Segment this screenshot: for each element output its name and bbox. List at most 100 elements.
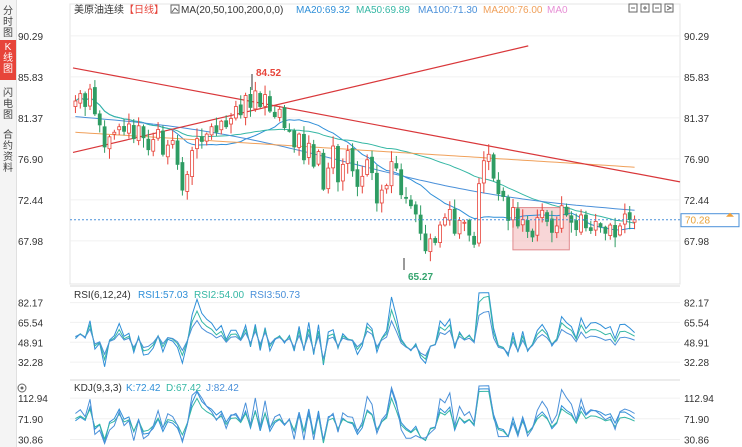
rsi-tick-left-1: 65.54 bbox=[18, 318, 43, 329]
main-tick-right-2: 81.37 bbox=[684, 114, 709, 125]
candle-body bbox=[506, 197, 511, 221]
candle-body bbox=[253, 90, 258, 110]
main-tick-left-0: 90.29 bbox=[18, 32, 43, 43]
candle-body bbox=[379, 189, 384, 204]
candle-body bbox=[535, 217, 540, 236]
rsi2-value: RSI2:54.00 bbox=[194, 290, 244, 301]
candle-body bbox=[180, 162, 185, 191]
tab-flash[interactable]: 闪电图 bbox=[3, 88, 13, 121]
candle-body bbox=[117, 126, 122, 131]
candle-body bbox=[83, 93, 88, 107]
candle-body bbox=[462, 221, 467, 224]
candle-body bbox=[409, 199, 413, 207]
candle-body bbox=[438, 224, 442, 243]
candle-body bbox=[146, 138, 151, 151]
candle-body bbox=[185, 174, 190, 192]
ma-line-ma50 bbox=[75, 96, 635, 224]
axis-ticks: 90.29 90.29 85.83 85.83 81.37 81.37 76.90 76.90… bbox=[18, 32, 714, 447]
zoom-in-icon[interactable] bbox=[640, 3, 650, 13]
candle-body bbox=[141, 126, 146, 139]
indicator-settings-icon[interactable] bbox=[170, 4, 180, 14]
candle-body bbox=[622, 213, 627, 225]
candle-body bbox=[593, 220, 598, 231]
rsi-tick-right-2: 48.91 bbox=[684, 338, 709, 349]
candle-body bbox=[496, 179, 501, 195]
candle-body bbox=[428, 238, 433, 253]
kdj-lines bbox=[75, 385, 635, 445]
main-tick-left-1: 85.83 bbox=[18, 73, 43, 84]
candle-body bbox=[219, 120, 224, 131]
candle-body bbox=[545, 212, 549, 222]
candle-body bbox=[472, 235, 477, 245]
candle-body bbox=[525, 220, 530, 232]
main-tick-left-5: 67.98 bbox=[18, 237, 43, 248]
kdj-tick-right-1: 71.90 bbox=[684, 415, 709, 426]
candle-body bbox=[569, 215, 574, 223]
candle-body bbox=[204, 133, 209, 142]
candle-body bbox=[491, 154, 496, 179]
candle-body bbox=[457, 220, 462, 235]
view-tabs: 分时图 K线图 闪电图 合约资料 bbox=[0, 0, 17, 447]
candle-body bbox=[603, 226, 608, 234]
candle-body bbox=[515, 208, 520, 227]
candle-body bbox=[326, 167, 331, 190]
candle-body bbox=[331, 145, 336, 169]
period-label[interactable]: 【日线】 bbox=[124, 3, 164, 16]
kdj-d-value: D:67.42 bbox=[166, 383, 201, 394]
candle-body bbox=[360, 175, 365, 187]
candle-body bbox=[258, 93, 263, 107]
main-tick-right-3: 76.90 bbox=[684, 155, 709, 166]
candle-body bbox=[384, 185, 389, 190]
candle-body bbox=[268, 96, 272, 112]
current-price-box bbox=[680, 213, 740, 228]
candle-body bbox=[297, 133, 301, 148]
fullscreen-icon[interactable] bbox=[628, 3, 638, 13]
rsi-tick-left-0: 82.17 bbox=[18, 299, 43, 310]
candle-body bbox=[452, 208, 457, 234]
candle-body bbox=[229, 118, 233, 125]
zoom-out-icon[interactable] bbox=[652, 3, 662, 13]
candle-body bbox=[224, 120, 229, 128]
tab-time-share[interactable]: 分时图 bbox=[3, 6, 13, 39]
candle-body bbox=[598, 223, 603, 228]
candle-body bbox=[238, 104, 243, 116]
candle-body bbox=[618, 225, 622, 236]
candle-body bbox=[78, 93, 83, 104]
ma0-value: MA0 bbox=[547, 5, 568, 16]
candle-body bbox=[102, 126, 107, 148]
candle-body bbox=[389, 161, 394, 187]
candle-body bbox=[486, 153, 491, 162]
candle-body bbox=[554, 225, 559, 234]
main-tick-right-4: 72.44 bbox=[684, 196, 709, 207]
scroll-right-icon[interactable] bbox=[664, 3, 674, 13]
candle-body bbox=[350, 148, 355, 172]
kdj-params-label: KDJ(9,3,3) bbox=[74, 383, 122, 394]
candle-body bbox=[88, 88, 92, 107]
tab-contract-info[interactable]: 合约资料 bbox=[3, 130, 13, 174]
candle-body bbox=[272, 111, 277, 118]
candle-body bbox=[574, 220, 579, 231]
tab-kline[interactable]: K线图 bbox=[0, 40, 16, 80]
indicator-settings-icon-glyph bbox=[171, 7, 179, 13]
candle-body bbox=[97, 113, 102, 126]
candle-body bbox=[447, 209, 452, 221]
candle-body bbox=[467, 219, 472, 236]
price-alert-icon[interactable] bbox=[726, 212, 734, 217]
candle-body bbox=[374, 172, 379, 204]
rsi-params-label: RSI(6,12,24) bbox=[74, 290, 131, 301]
trendline-0 bbox=[72, 67, 681, 183]
candle-body bbox=[404, 196, 408, 199]
candle-body bbox=[136, 125, 141, 141]
rsi-tick-right-0: 82.17 bbox=[684, 299, 709, 310]
kdj-settings-icon[interactable] bbox=[17, 383, 27, 393]
candle-body bbox=[608, 224, 613, 236]
candle-body bbox=[287, 130, 292, 132]
candle-body bbox=[365, 159, 370, 175]
kdj-line-j bbox=[75, 385, 635, 445]
candle-body bbox=[292, 130, 297, 148]
candle-body bbox=[530, 230, 535, 238]
candle-body bbox=[131, 125, 136, 140]
main-tick-left-2: 81.37 bbox=[18, 114, 43, 125]
